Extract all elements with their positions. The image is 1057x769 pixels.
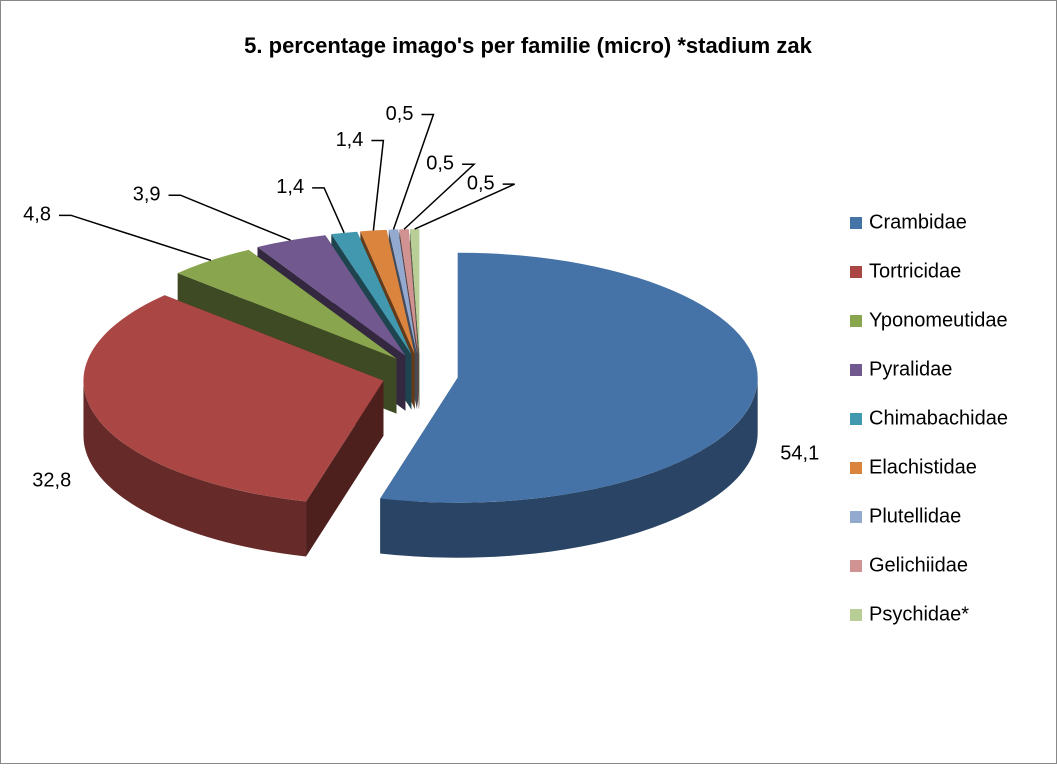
legend-swatch — [850, 413, 862, 425]
leader-line — [168, 194, 291, 241]
slice — [177, 249, 397, 359]
legend-swatch — [850, 560, 862, 572]
legend-label: Yponomeutidae — [869, 309, 1008, 331]
slice — [388, 229, 418, 355]
slice — [331, 231, 412, 355]
data-label: 54,1 — [780, 442, 819, 464]
legend-label: Crambidae — [869, 211, 967, 233]
data-label: 1,4 — [276, 176, 304, 198]
data-label: 0,5 — [426, 153, 454, 175]
leader-line — [312, 187, 345, 234]
data-label: 32,8 — [32, 469, 71, 491]
legend-label: Psychidae* — [869, 603, 969, 625]
legend-swatch — [850, 462, 862, 474]
data-label: 1,4 — [336, 129, 364, 151]
legend-swatch — [850, 217, 862, 229]
slice — [360, 229, 415, 355]
legend-label: Chimabachidae — [869, 407, 1008, 429]
slice — [380, 252, 758, 503]
legend-label: Tortricidae — [869, 260, 961, 282]
legend-label: Plutellidae — [869, 505, 961, 527]
legend-swatch — [850, 266, 862, 278]
legend-swatch — [850, 609, 862, 621]
leader-line — [58, 214, 212, 262]
slice-side — [83, 380, 307, 557]
slice — [409, 229, 420, 355]
legend-swatch — [850, 315, 862, 327]
leader-line — [414, 183, 515, 230]
data-label: 0,5 — [467, 172, 495, 194]
slice — [399, 229, 419, 355]
legend-label: Pyralidae — [869, 358, 952, 380]
leader-line — [371, 139, 385, 231]
leader-line — [403, 163, 476, 230]
data-label: 0,5 — [386, 103, 414, 125]
slice-side — [380, 377, 758, 558]
slice — [83, 295, 384, 502]
slice — [257, 235, 406, 356]
legend-swatch — [850, 511, 862, 523]
leader-line — [392, 113, 435, 230]
data-label: 3,9 — [133, 184, 161, 206]
legend-swatch — [850, 364, 862, 376]
legend-label: Gelichiidae — [869, 554, 968, 576]
slice-tops — [83, 229, 758, 503]
legend-label: Elachistidae — [869, 456, 977, 478]
data-label: 4,8 — [23, 204, 51, 226]
chart-title: 5. percentage imago's per familie (micro… — [244, 33, 812, 58]
